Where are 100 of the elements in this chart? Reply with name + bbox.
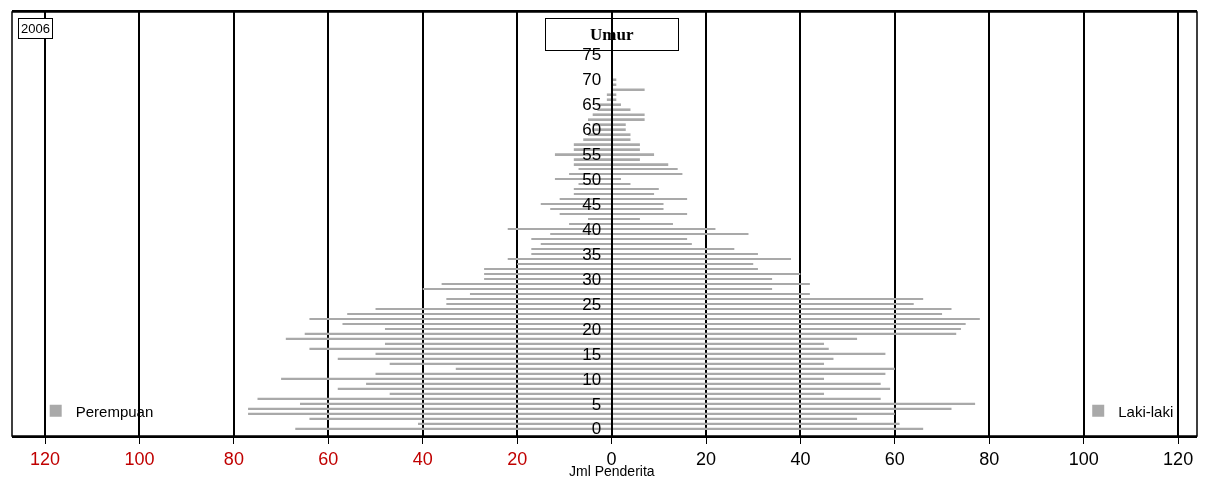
- bar: [611, 327, 961, 330]
- bar: [611, 168, 678, 170]
- bar: [611, 198, 688, 200]
- bar: [611, 322, 966, 325]
- y-tick-label: 35: [582, 244, 602, 264]
- bar: [611, 317, 980, 320]
- bar: [611, 352, 886, 355]
- x-tick-label: 20: [507, 449, 528, 470]
- bar: [611, 278, 773, 280]
- bar: [611, 228, 716, 230]
- bar: [611, 233, 749, 235]
- bar: [540, 243, 612, 245]
- bar: [611, 108, 631, 111]
- y-tick-label: 70: [582, 70, 602, 90]
- bar: [611, 238, 688, 240]
- bar: [559, 213, 612, 215]
- bar: [611, 248, 735, 250]
- bar: [611, 218, 640, 220]
- bar: [611, 118, 645, 121]
- bar: [611, 263, 754, 265]
- y-tick-label: 20: [582, 319, 602, 339]
- bar: [611, 292, 810, 295]
- bar: [611, 138, 631, 141]
- bar: [611, 188, 659, 190]
- bar: [611, 302, 914, 305]
- x-tick-label: 80: [223, 449, 244, 470]
- y-tick-label: 0: [591, 419, 602, 439]
- bar: [611, 332, 957, 335]
- bar: [611, 268, 758, 270]
- bar: [384, 342, 612, 345]
- bar: [611, 342, 825, 345]
- bar: [611, 287, 773, 290]
- bar: [611, 208, 664, 210]
- y-tick-label: 60: [582, 120, 602, 140]
- bar: [611, 213, 688, 215]
- bar: [606, 98, 612, 101]
- bar: [611, 253, 758, 255]
- bar: [611, 103, 622, 106]
- bar: [285, 337, 612, 340]
- bar: [606, 93, 612, 96]
- bar: [611, 163, 669, 166]
- bar: [611, 347, 829, 350]
- bar: [573, 188, 612, 190]
- y-tick-label: 30: [582, 269, 602, 289]
- bar: [611, 307, 952, 310]
- bar: [389, 362, 612, 365]
- bar: [597, 108, 612, 111]
- bar: [611, 362, 825, 365]
- bar: [611, 133, 631, 136]
- x-tick-label: 40: [412, 449, 433, 470]
- y-tick-label: 55: [582, 145, 602, 165]
- bar: [484, 278, 612, 280]
- bar: [422, 287, 612, 290]
- x-tick-label: 80: [979, 449, 1000, 470]
- y-tick-label: 40: [582, 219, 602, 239]
- bar: [587, 118, 612, 121]
- bar: [611, 273, 801, 275]
- bar: [611, 153, 655, 156]
- bar: [531, 238, 612, 240]
- bar: [611, 282, 810, 285]
- bar: [611, 113, 645, 116]
- bar: [611, 258, 791, 260]
- y-tick-label: 45: [582, 195, 602, 214]
- bar: [611, 88, 645, 91]
- bar: [611, 367, 895, 370]
- y-tick-label: 50: [582, 170, 602, 190]
- x-tick-label: 100: [1068, 449, 1099, 470]
- bar: [578, 168, 612, 170]
- bar: [469, 292, 612, 295]
- bar: [611, 128, 626, 131]
- bar: [611, 143, 640, 146]
- bar: [455, 367, 612, 370]
- bar: [611, 223, 673, 225]
- y-tick-label: 10: [582, 369, 602, 389]
- chart-title: 2006: [21, 21, 50, 36]
- bar: [611, 357, 834, 360]
- bar: [611, 243, 692, 245]
- y-tick-label: 15: [582, 344, 602, 364]
- bar: [611, 312, 943, 315]
- bar: [309, 317, 612, 320]
- bar: [517, 263, 612, 265]
- bar: [611, 203, 664, 205]
- bar: [342, 322, 612, 325]
- bar: [592, 113, 612, 116]
- y-tick-label: 65: [582, 95, 602, 115]
- bar: [611, 173, 683, 175]
- x-tick-label: 120: [1163, 449, 1194, 470]
- bar: [573, 193, 612, 195]
- bar: [347, 312, 612, 315]
- bar: [573, 143, 612, 146]
- bar: [583, 138, 612, 141]
- x-tick-label: 60: [884, 449, 905, 470]
- x-tick-label: 60: [318, 449, 339, 470]
- bar: [611, 337, 858, 340]
- bar: [587, 218, 612, 220]
- x-tick-label: 40: [790, 449, 811, 470]
- bar: [484, 268, 612, 270]
- y-tick-label: 75: [582, 45, 602, 65]
- bar: [611, 158, 640, 161]
- bar: [611, 297, 924, 300]
